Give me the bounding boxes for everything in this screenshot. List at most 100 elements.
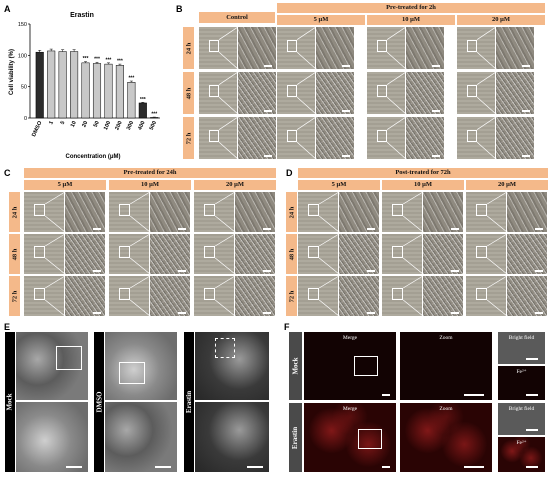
- b-zoom-connector: [476, 72, 497, 114]
- d-zoom-0-0: [339, 192, 379, 232]
- c-zoom-connector: [44, 276, 66, 316]
- header-pre-24h: Pre-treated for 24h: [24, 168, 276, 178]
- significance-mark: ***: [117, 59, 123, 65]
- f-mock-fe-label: Fe²⁺: [516, 369, 527, 375]
- b-overview-1-3: [457, 72, 495, 114]
- f-erastin-merge: Merge: [304, 403, 396, 472]
- panel-label-c: C: [4, 168, 11, 178]
- em-dmso-overview: [105, 332, 177, 400]
- header-c-10um: 10 μM: [109, 180, 191, 190]
- x-tick-label: 20: [81, 120, 89, 128]
- d-overview-2-0: [298, 276, 338, 316]
- c-zoom-connector: [44, 234, 66, 274]
- x-tick-label: DMSO: [31, 120, 44, 138]
- b-zoom-connector: [296, 117, 317, 159]
- header-5um: 5 μM: [277, 15, 365, 25]
- c-overview-0-2: [194, 192, 234, 232]
- header-c-20um: 20 μM: [194, 180, 276, 190]
- bar: [47, 50, 56, 119]
- b-overview-1-2: [367, 72, 405, 114]
- c-zoom-2-2: [235, 276, 275, 316]
- x-tick-label: 1: [48, 120, 55, 125]
- f-mock-merge: Merge: [304, 332, 396, 400]
- x-tick-label: 5: [60, 120, 67, 125]
- c-zoom-1-1: [150, 234, 190, 274]
- c-overview-0-0: [24, 192, 64, 232]
- c-overview-1-0: [24, 234, 64, 274]
- x-tick-label: 10: [70, 120, 78, 128]
- c-zoom-2-0: [65, 276, 105, 316]
- c-zoom-connector: [214, 276, 236, 316]
- header-pre-2h: Pre-treated for 2h: [277, 3, 545, 13]
- f-erastin-zoom-label: Zoom: [439, 406, 453, 412]
- viability-bar-chart: Erastin Cell viability (%) Concentration…: [9, 12, 160, 160]
- b-zoom-connector: [476, 27, 497, 69]
- c-overview-0-1: [109, 192, 149, 232]
- c-overview-1-1: [109, 234, 149, 274]
- f-mock-fe: Fe²⁺: [498, 366, 545, 400]
- x-tick-label: 200: [114, 120, 123, 131]
- f-label-erastin: Erastin: [289, 403, 302, 472]
- em-erastin-zoom: [195, 402, 269, 472]
- y-tick-label: 50: [21, 85, 27, 91]
- d-overview-1-0: [298, 234, 338, 274]
- row-label-48h: 48 h: [183, 72, 194, 114]
- c-zoom-1-0: [65, 234, 105, 274]
- c-zoom-1-2: [235, 234, 275, 274]
- row-label-c-72h: 72 h: [9, 276, 20, 316]
- significance-mark: ***: [151, 112, 157, 118]
- row-label-72h: 72 h: [183, 117, 194, 159]
- header-control: Control: [199, 12, 275, 23]
- b-zoom-0-3: [496, 27, 534, 69]
- d-overview-2-1: [382, 276, 422, 316]
- d-zoom-2-1: [423, 276, 463, 316]
- em-label-mock: Mock: [5, 332, 15, 472]
- panel-label-f: F: [284, 322, 290, 332]
- x-tick-label: 400: [137, 120, 146, 131]
- c-overview-2-1: [109, 276, 149, 316]
- c-overview-1-2: [194, 234, 234, 274]
- bar: [70, 51, 79, 119]
- em-mock-overview: [16, 332, 88, 400]
- d-zoom-2-0: [339, 276, 379, 316]
- significance-mark: ***: [140, 97, 146, 103]
- bar: [92, 63, 102, 119]
- panel-label-b: B: [176, 4, 183, 14]
- d-zoom-1-0: [339, 234, 379, 274]
- header-d-20um: 20 μM: [466, 180, 548, 190]
- d-overview-1-2: [466, 234, 506, 274]
- panel-label-e: E: [4, 322, 11, 332]
- b-zoom-connector: [386, 72, 407, 114]
- f-mock-zoom: Zoom: [400, 332, 492, 400]
- b-zoom-2-3: [496, 117, 534, 159]
- c-zoom-connector: [44, 192, 66, 232]
- row-label-c-24h: 24 h: [9, 192, 20, 232]
- b-zoom-0-1: [316, 27, 354, 69]
- d-zoom-connector: [318, 192, 340, 232]
- em-label-dmso: DMSO: [94, 332, 104, 472]
- b-zoom-connector: [386, 117, 407, 159]
- b-zoom-1-0: [238, 72, 276, 114]
- d-zoom-connector: [486, 234, 508, 274]
- significance-mark: ***: [83, 56, 89, 62]
- em-erastin-overview: [195, 332, 269, 400]
- b-zoom-connector: [296, 27, 317, 69]
- f-mock-bright-label: Bright field: [508, 335, 535, 341]
- c-zoom-connector: [129, 192, 151, 232]
- f-erastin-fe-label: Fe²⁺: [516, 440, 527, 446]
- bar: [58, 51, 67, 119]
- b-zoom-connector: [476, 117, 497, 159]
- significance-mark: ***: [94, 57, 100, 63]
- f-mock-brightfield: Bright field: [498, 332, 545, 364]
- bar: [138, 102, 147, 119]
- b-zoom-2-1: [316, 117, 354, 159]
- bar: [81, 62, 90, 119]
- c-zoom-0-2: [235, 192, 275, 232]
- b-zoom-2-2: [406, 117, 444, 159]
- c-zoom-0-0: [65, 192, 105, 232]
- x-tick-label: 500: [149, 120, 158, 131]
- d-zoom-2-2: [507, 276, 547, 316]
- em-label-erastin: Erastin: [184, 332, 194, 472]
- header-d-5um: 5 μM: [298, 180, 380, 190]
- c-zoom-connector: [129, 234, 151, 274]
